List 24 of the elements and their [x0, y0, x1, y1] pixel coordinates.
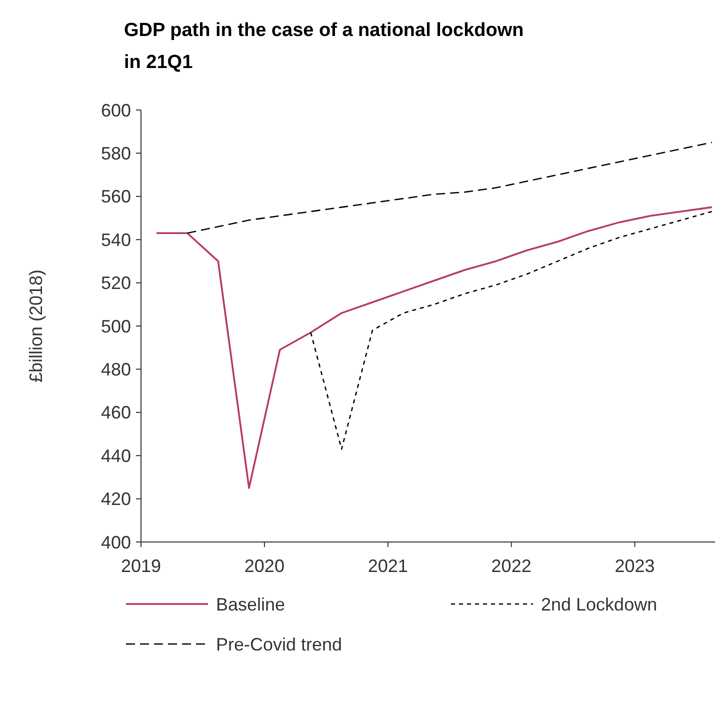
- y-tick-label: 540: [100, 230, 131, 250]
- y-tick-label: 560: [100, 186, 131, 207]
- x-tick-label: 2019: [120, 556, 162, 576]
- legend-label: Pre-Covid trend: [216, 634, 342, 654]
- line-series: [156, 206, 713, 489]
- y-tick-label: 400: [100, 532, 131, 552]
- x-tick-label: 2022: [491, 556, 532, 576]
- legend-label: 2nd Lockdown: [541, 594, 658, 614]
- line-series: [310, 210, 713, 450]
- y-tick-label: 480: [100, 360, 131, 380]
- legend-label: Baseline: [216, 594, 286, 614]
- y-tick-label: 460: [100, 402, 131, 423]
- y-tick-label: 420: [100, 489, 131, 510]
- chart-title: GDP path in the case of a national lockdown in 21Q1: [124, 20, 524, 73]
- line-series: [186, 142, 713, 234]
- x-tick-label: 2023: [614, 556, 655, 576]
- y-tick-label: 600: [100, 100, 131, 120]
- y-tick-label: 500: [100, 316, 131, 336]
- x-tick-label: 2021: [368, 556, 408, 576]
- y-tick-label: 520: [100, 273, 131, 294]
- y-tick-label: 580: [100, 144, 131, 164]
- x-tick-label: 2020: [244, 556, 284, 576]
- y-tick-label: 440: [100, 446, 131, 466]
- y-axis-title: £billion (2018): [26, 269, 46, 383]
